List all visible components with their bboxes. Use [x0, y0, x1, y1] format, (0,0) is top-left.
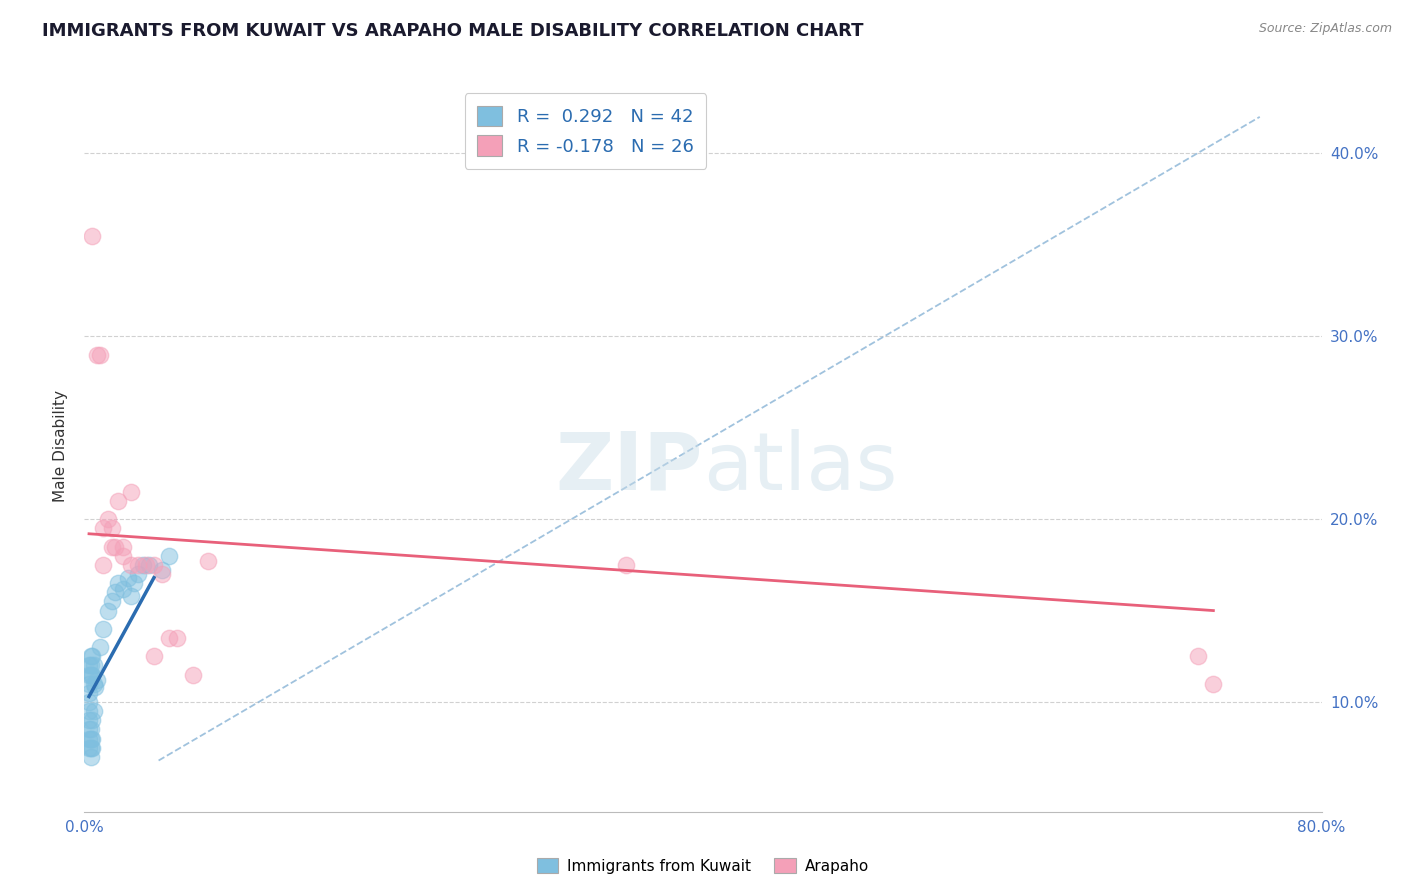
Point: [143, 558, 166, 572]
Point: [82, 714, 104, 728]
Point: [86, 673, 108, 687]
Point: [79, 740, 101, 755]
Point: [112, 540, 135, 554]
Point: [122, 576, 145, 591]
Point: [112, 549, 135, 563]
Point: [77, 686, 100, 700]
Point: [83, 658, 105, 673]
Point: [79, 749, 101, 764]
Point: [89, 348, 111, 362]
Point: [112, 582, 135, 596]
Point: [135, 558, 157, 572]
Point: [143, 649, 166, 664]
Point: [120, 589, 142, 603]
Legend: R =  0.292   N = 42, R = -0.178   N = 26: R = 0.292 N = 42, R = -0.178 N = 26: [464, 93, 706, 169]
Point: [166, 631, 188, 645]
Y-axis label: Male Disability: Male Disability: [53, 390, 69, 502]
Point: [197, 554, 219, 568]
Point: [120, 558, 142, 572]
Point: [77, 731, 100, 746]
Point: [82, 667, 104, 681]
Point: [138, 558, 160, 572]
Point: [79, 723, 101, 737]
Point: [104, 540, 127, 554]
Point: [181, 667, 204, 681]
Point: [79, 649, 101, 664]
Point: [77, 667, 100, 681]
Point: [132, 558, 155, 572]
Point: [79, 658, 101, 673]
Point: [77, 676, 100, 690]
Point: [128, 558, 150, 572]
Point: [614, 558, 637, 572]
Point: [107, 494, 129, 508]
Point: [77, 695, 100, 709]
Point: [101, 521, 124, 535]
Point: [97, 512, 120, 526]
Point: [82, 649, 104, 664]
Text: ZIP: ZIP: [555, 429, 703, 507]
Point: [79, 667, 101, 681]
Point: [91, 622, 114, 636]
Point: [150, 567, 173, 582]
Point: [159, 549, 181, 563]
Point: [97, 603, 120, 617]
Text: IMMIGRANTS FROM KUWAIT VS ARAPAHO MALE DISABILITY CORRELATION CHART: IMMIGRANTS FROM KUWAIT VS ARAPAHO MALE D…: [42, 22, 863, 40]
Point: [77, 723, 100, 737]
Text: atlas: atlas: [703, 429, 897, 507]
Point: [82, 228, 104, 243]
Point: [101, 540, 124, 554]
Point: [82, 740, 104, 755]
Point: [89, 640, 111, 655]
Point: [82, 731, 104, 746]
Point: [120, 484, 142, 499]
Point: [91, 521, 114, 535]
Point: [159, 631, 181, 645]
Point: [91, 558, 114, 572]
Point: [128, 567, 150, 582]
Point: [77, 658, 100, 673]
Point: [86, 348, 108, 362]
Point: [77, 704, 100, 718]
Point: [1187, 649, 1209, 664]
Point: [84, 681, 107, 695]
Point: [117, 571, 139, 585]
Point: [101, 594, 124, 608]
Point: [107, 576, 129, 591]
Text: Source: ZipAtlas.com: Source: ZipAtlas.com: [1258, 22, 1392, 36]
Point: [83, 704, 105, 718]
Point: [77, 714, 100, 728]
Point: [77, 740, 100, 755]
Point: [79, 731, 101, 746]
Point: [104, 585, 127, 599]
Legend: Immigrants from Kuwait, Arapaho: Immigrants from Kuwait, Arapaho: [530, 852, 876, 880]
Point: [83, 676, 105, 690]
Point: [150, 563, 173, 577]
Point: [1202, 676, 1225, 690]
